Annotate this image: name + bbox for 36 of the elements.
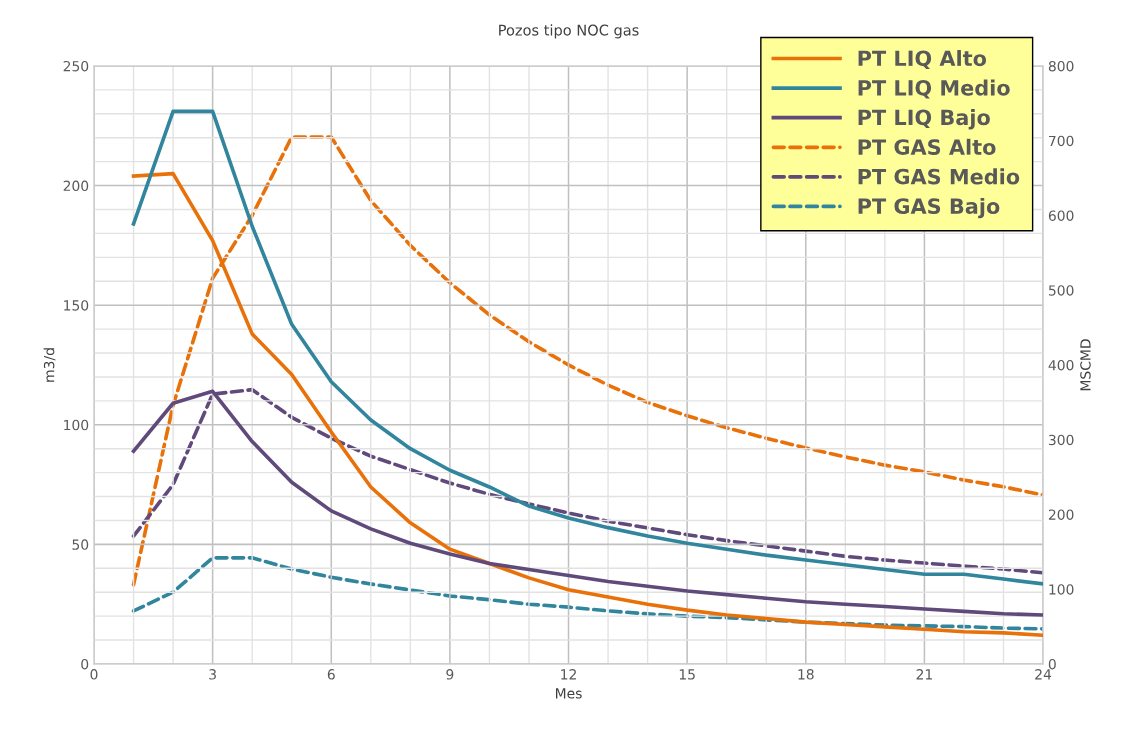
legend-label: PT GAS Medio (858, 168, 1020, 185)
y-tick-label: 50 (72, 539, 89, 550)
x-tick-label: 18 (798, 669, 814, 680)
y2-tick-label: 500 (1048, 285, 1074, 296)
x-tick-label: 12 (561, 669, 576, 680)
x-tick-label: 0 (90, 669, 98, 680)
legend-label: PT LIQ Alto (858, 50, 987, 69)
y2-tick-label: 700 (1049, 135, 1074, 147)
y-tick-label: 200 (63, 180, 89, 192)
y2-tick-label: 600 (1048, 210, 1074, 221)
y2-tick-label: 100 (1049, 584, 1074, 595)
x-tick-label: 3 (209, 669, 216, 680)
y-tick-label: 0 (81, 658, 89, 670)
y-axis-title: m3/d (43, 348, 56, 382)
x-tick-label: 9 (446, 669, 454, 680)
chart-title: Pozos tipo NOC gas (499, 24, 639, 39)
line-series (131, 389, 1044, 617)
y2-tick-label: 200 (1048, 509, 1074, 520)
y2-tick-label: 300 (1048, 434, 1074, 446)
legend-label: PT LIQ Medio (858, 79, 1010, 99)
x-axis-title: Mes (556, 688, 582, 699)
x-tick-label: 15 (679, 669, 695, 680)
y2-tick-label: 0 (1048, 658, 1056, 670)
legend-label: PT GAS Bajo (858, 197, 1000, 219)
line-series (131, 556, 1044, 631)
legend-label: PT GAS Alto (858, 138, 996, 155)
y2-axis-title: MSCMD (1080, 339, 1091, 391)
y2-tick-label: 400 (1048, 359, 1074, 371)
y-tick-label: 100 (64, 419, 89, 431)
y-tick-label: 250 (63, 60, 89, 72)
x-tick-label: 21 (916, 669, 932, 680)
x-tick-label: 6 (327, 669, 335, 680)
y-tick-label: 150 (64, 300, 89, 311)
legend-label: PT LIQ Bajo (858, 109, 990, 130)
x-tick-label: 24 (1035, 669, 1052, 680)
y2-tick-label: 800 (1048, 60, 1074, 72)
